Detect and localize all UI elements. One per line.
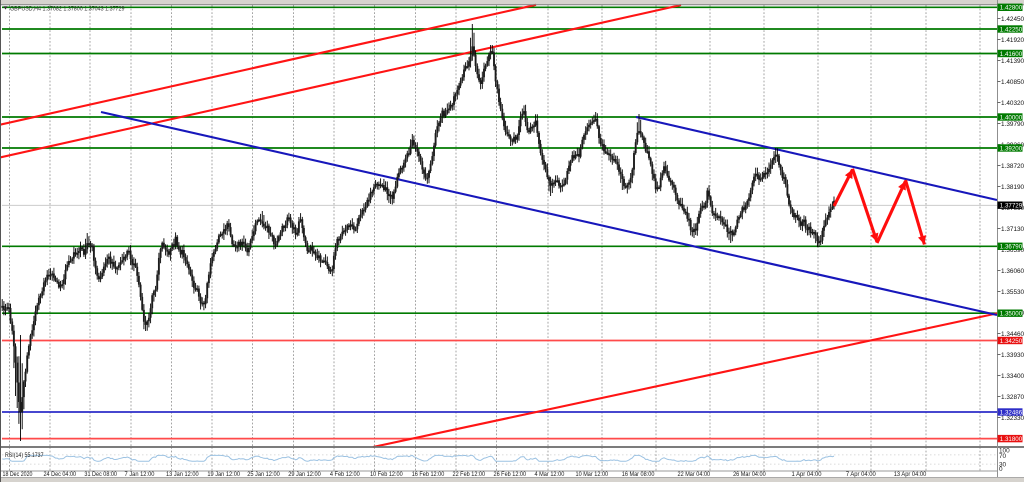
svg-text:7 Jan 12:00: 7 Jan 12:00 [125, 471, 155, 478]
svg-text:0: 0 [999, 466, 1003, 473]
svg-text:1.42800: 1.42800 [1000, 5, 1023, 12]
svg-text:1.32330: 1.32330 [1001, 415, 1024, 422]
svg-text:4 Mar 12:00: 4 Mar 12:00 [534, 471, 564, 478]
svg-text:16 Feb 12:00: 16 Feb 12:00 [412, 471, 445, 478]
svg-text:1.42250: 1.42250 [1000, 26, 1023, 33]
svg-text:RSI(14) 55.1737: RSI(14) 55.1737 [5, 452, 44, 459]
svg-text:1.33400: 1.33400 [1001, 373, 1024, 380]
svg-text:10 Mar 12:00: 10 Mar 12:00 [576, 471, 609, 478]
svg-text:19 Jan 12:00: 19 Jan 12:00 [207, 471, 240, 478]
svg-text:100: 100 [999, 448, 1010, 455]
svg-text:1.35000: 1.35000 [1000, 311, 1023, 318]
svg-text:1.36790: 1.36790 [1000, 244, 1023, 251]
svg-text:GBPUSD,H4 1.37082 1.37800 1.3: GBPUSD,H4 1.37082 1.37800 1.37043 1.3772… [10, 5, 125, 12]
svg-text:1.39790: 1.39790 [1001, 121, 1024, 128]
svg-text:1.38720: 1.38720 [1001, 163, 1024, 170]
svg-text:1 Apr 04:00: 1 Apr 04:00 [792, 471, 822, 478]
svg-text:1.38190: 1.38190 [1001, 184, 1024, 191]
svg-text:22 Mar 04:00: 22 Mar 04:00 [678, 471, 711, 478]
svg-text:1.41920: 1.41920 [1001, 37, 1024, 44]
svg-text:10 Feb 12:00: 10 Feb 12:00 [370, 471, 403, 478]
svg-text:1.34460: 1.34460 [1001, 331, 1024, 338]
svg-text:1.31800: 1.31800 [1000, 436, 1023, 443]
svg-text:1.42450: 1.42450 [1001, 16, 1024, 23]
svg-text:1.40320: 1.40320 [1001, 100, 1024, 107]
svg-text:25 Jan 12:00: 25 Jan 12:00 [247, 471, 280, 478]
svg-text:1.33930: 1.33930 [1001, 352, 1024, 359]
svg-text:24 Dec 04:00: 24 Dec 04:00 [44, 471, 77, 478]
svg-text:1.34250: 1.34250 [1000, 338, 1023, 345]
svg-text:13 Jan 12:00: 13 Jan 12:00 [166, 471, 199, 478]
svg-text:70: 70 [999, 453, 1007, 460]
svg-text:26 Feb 12:00: 26 Feb 12:00 [494, 471, 527, 478]
svg-text:1.35530: 1.35530 [1001, 289, 1024, 296]
svg-text:1.37729: 1.37729 [1000, 203, 1023, 210]
svg-text:1.41600: 1.41600 [1000, 51, 1023, 58]
svg-text:1.36590: 1.36590 [1001, 247, 1024, 254]
svg-text:1.40850: 1.40850 [1001, 79, 1024, 86]
svg-text:1.39200: 1.39200 [1000, 145, 1023, 152]
svg-text:30: 30 [999, 461, 1007, 468]
svg-text:7 Apr 04:00: 7 Apr 04:00 [846, 471, 876, 478]
svg-text:31 Dec 08:00: 31 Dec 08:00 [84, 471, 117, 478]
svg-text:1.32870: 1.32870 [1001, 394, 1024, 401]
svg-text:16 Mar 08:00: 16 Mar 08:00 [622, 471, 655, 478]
svg-text:1.37130: 1.37130 [1001, 226, 1024, 233]
svg-text:29 Jan 12:00: 29 Jan 12:00 [288, 471, 321, 478]
svg-text:1.41390: 1.41390 [1001, 58, 1024, 65]
svg-text:1.40000: 1.40000 [1000, 114, 1023, 121]
svg-text:18 Dec 2020: 18 Dec 2020 [3, 471, 33, 478]
svg-text:4 Feb 12:00: 4 Feb 12:00 [330, 471, 360, 478]
svg-text:13 Apr 04:00: 13 Apr 04:00 [894, 471, 927, 478]
svg-text:1.36060: 1.36060 [1001, 268, 1024, 275]
svg-text:22 Feb 12:00: 22 Feb 12:00 [453, 471, 486, 478]
svg-text:1.32486: 1.32486 [1000, 409, 1023, 416]
svg-text:26 Mar 04:00: 26 Mar 04:00 [733, 471, 766, 478]
